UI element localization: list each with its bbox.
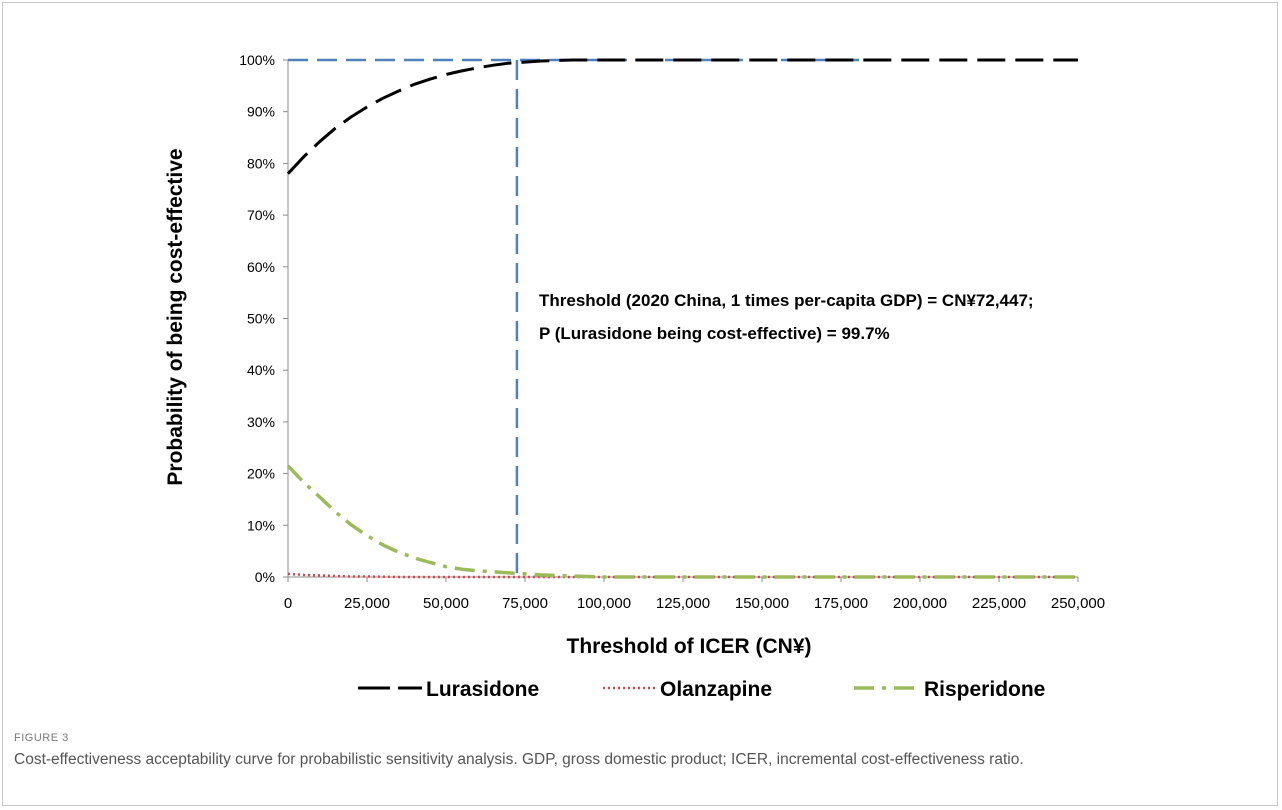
series-line-risperidone bbox=[286, 464, 1078, 579]
x-tick-label: 175,000 bbox=[814, 595, 868, 612]
x-axis-title: Threshold of ICER (CN¥) bbox=[567, 635, 812, 658]
y-tick-label: 40% bbox=[247, 362, 275, 378]
x-tick-label: 125,000 bbox=[656, 595, 710, 612]
figure-label: FIGURE 3 bbox=[14, 732, 69, 744]
x-tick-label: 250,000 bbox=[1051, 595, 1105, 612]
series-line-lurasidone bbox=[286, 58, 1078, 175]
legend-item-olanzapine: Olanzapine bbox=[603, 678, 772, 701]
legend: Lurasidone Olanzapine Risperidone bbox=[358, 678, 1045, 701]
x-tick-label: 100,000 bbox=[577, 595, 631, 612]
y-tick-label: 20% bbox=[247, 466, 275, 482]
x-tick-label: 225,000 bbox=[972, 595, 1026, 612]
series-line-olanzapine bbox=[287, 572, 1078, 579]
x-tick-label: 150,000 bbox=[735, 595, 789, 612]
y-tick-label: 80% bbox=[247, 155, 275, 171]
x-tick-label: 75,000 bbox=[502, 595, 548, 612]
x-tick-label: 50,000 bbox=[423, 595, 469, 612]
y-tick-label: 0% bbox=[255, 569, 275, 585]
annotation-probability: P (Lurasidone being cost-effective) = 99… bbox=[539, 324, 890, 343]
legend-label-lurasidone: Lurasidone bbox=[426, 678, 539, 701]
legend-label-risperidone: Risperidone bbox=[924, 678, 1045, 701]
chart: 0% 10% 20% 30% 40% 50% 60% 70% 80% 90% 100% 0 25,000… bbox=[164, 52, 1105, 701]
y-tick-label: 70% bbox=[247, 207, 275, 223]
y-tick-label: 50% bbox=[247, 311, 275, 327]
legend-label-olanzapine: Olanzapine bbox=[660, 678, 772, 701]
y-tick-label: 90% bbox=[247, 104, 275, 120]
annotation-threshold: Threshold (2020 China, 1 times per-capit… bbox=[539, 291, 1034, 310]
y-axis-title: Probability of being cost-effective bbox=[164, 148, 187, 485]
plot-area: 0% 10% 20% 30% 40% 50% 60% 70% 80% 90% 100% 0 25,000… bbox=[239, 52, 1105, 612]
x-tick-label: 200,000 bbox=[893, 595, 947, 612]
y-tick-label: 100% bbox=[239, 52, 275, 68]
x-tick-label: 0 bbox=[284, 595, 292, 612]
y-tick-label: 10% bbox=[247, 517, 275, 533]
y-tick-label: 60% bbox=[247, 259, 275, 275]
legend-item-risperidone: Risperidone bbox=[854, 678, 1045, 701]
legend-item-lurasidone: Lurasidone bbox=[358, 678, 539, 701]
y-tick-label: 30% bbox=[247, 414, 275, 430]
x-tick-label: 25,000 bbox=[344, 595, 390, 612]
figure-caption: Cost-effectiveness acceptability curve f… bbox=[14, 751, 1024, 768]
